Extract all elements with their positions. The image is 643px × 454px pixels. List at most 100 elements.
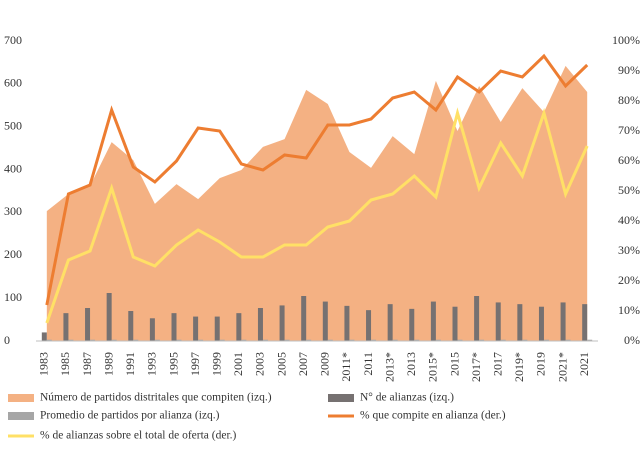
bar bbox=[154, 339, 160, 341]
bar bbox=[582, 304, 588, 341]
y2-tick-label: 80% bbox=[618, 93, 640, 107]
bar bbox=[306, 339, 312, 341]
bar bbox=[46, 339, 52, 341]
bar bbox=[301, 296, 307, 341]
y-tick-label: 500 bbox=[4, 118, 22, 132]
x-tick-label: 1995 bbox=[166, 352, 180, 376]
bar bbox=[262, 339, 268, 341]
y-tick-label: 700 bbox=[4, 33, 22, 47]
bar bbox=[414, 339, 420, 341]
bar bbox=[198, 339, 204, 341]
bar bbox=[392, 339, 398, 341]
y-tick-label: 100 bbox=[4, 290, 22, 304]
x-tick-label: 1993 bbox=[145, 352, 159, 376]
bar bbox=[387, 304, 393, 341]
y-tick-label: 400 bbox=[4, 161, 22, 175]
x-tick-label: 2007 bbox=[296, 352, 310, 376]
legend-swatch bbox=[8, 394, 34, 402]
bar bbox=[279, 305, 285, 341]
x-tick-label: 2015* bbox=[426, 352, 440, 382]
bar bbox=[560, 302, 566, 341]
bar bbox=[193, 316, 199, 341]
legend-label: % de alianzas sobre el total de oferta (… bbox=[40, 430, 237, 442]
y2-tick-label: 30% bbox=[618, 243, 640, 257]
x-tick-label: 2021 bbox=[577, 352, 591, 376]
x-tick-label: 1989 bbox=[101, 352, 115, 376]
bar bbox=[85, 308, 91, 341]
legend-swatch bbox=[328, 394, 354, 402]
bar bbox=[474, 296, 480, 341]
legend-label: N° de alianzas (izq.) bbox=[360, 392, 454, 404]
bar bbox=[214, 316, 220, 341]
x-tick-label: 2011 bbox=[361, 352, 375, 376]
y-tick-label: 300 bbox=[4, 204, 22, 218]
y2-tick-label: 70% bbox=[618, 123, 640, 137]
legend-label: Promedio de partidos por alianza (izq.) bbox=[40, 410, 220, 422]
legend: Número de partidos distritales que compi… bbox=[8, 392, 506, 442]
y2-tick-label: 100% bbox=[612, 33, 640, 47]
bar bbox=[284, 339, 290, 341]
bar bbox=[327, 339, 333, 341]
x-tick-label: 2005 bbox=[274, 352, 288, 376]
bar bbox=[241, 339, 247, 341]
x-tick-label: 2021* bbox=[555, 352, 569, 382]
x-tick-label: 2013* bbox=[382, 352, 396, 382]
bar bbox=[63, 313, 69, 341]
bar bbox=[435, 339, 441, 341]
bar bbox=[479, 339, 485, 341]
legend-label: Número de partidos distritales que compi… bbox=[40, 392, 272, 404]
x-tick-label: 1983 bbox=[37, 352, 51, 376]
line bbox=[45, 53, 589, 306]
bar bbox=[409, 308, 415, 341]
bar bbox=[495, 302, 501, 341]
x-tick-label: 2019* bbox=[512, 352, 526, 382]
area bbox=[46, 65, 588, 341]
y2-tick-label: 0% bbox=[624, 333, 640, 347]
bar bbox=[344, 305, 350, 341]
x-tick-label: 2001 bbox=[231, 352, 245, 376]
bar bbox=[500, 339, 506, 341]
bar bbox=[171, 313, 177, 341]
x-tick-label: 1999 bbox=[209, 352, 223, 376]
x-tick-label: 2019 bbox=[534, 352, 548, 376]
y-tick-label: 200 bbox=[4, 247, 22, 261]
x-tick-label: 2009 bbox=[318, 352, 332, 376]
bar bbox=[565, 339, 571, 341]
legend-swatch bbox=[8, 412, 34, 420]
line bbox=[45, 107, 589, 324]
y2-tick-label: 90% bbox=[618, 63, 640, 77]
bar bbox=[133, 339, 139, 341]
bar bbox=[371, 339, 377, 341]
bar bbox=[349, 339, 355, 341]
x-tick-label: 2011* bbox=[339, 352, 353, 382]
y2-tick-label: 20% bbox=[618, 273, 640, 287]
bar bbox=[149, 318, 155, 341]
x-tick-label: 1985 bbox=[58, 352, 72, 376]
bar bbox=[452, 306, 458, 341]
bar bbox=[538, 306, 544, 341]
bar bbox=[128, 311, 134, 341]
bar bbox=[430, 301, 436, 341]
y2-tick-label: 60% bbox=[618, 153, 640, 167]
bar bbox=[257, 308, 263, 341]
y2-tick-label: 10% bbox=[618, 303, 640, 317]
x-tick-label: 2013 bbox=[404, 352, 418, 376]
bar bbox=[322, 301, 328, 341]
bar bbox=[236, 313, 242, 341]
y2-tick-label: 40% bbox=[618, 213, 640, 227]
bar bbox=[522, 339, 528, 341]
y2-tick-label: 50% bbox=[618, 183, 640, 197]
x-tick-label: 2015 bbox=[447, 352, 461, 376]
x-tick-label: 1991 bbox=[123, 352, 137, 376]
bar bbox=[90, 339, 96, 341]
bar bbox=[587, 339, 593, 341]
bar bbox=[111, 339, 117, 341]
y-tick-label: 600 bbox=[4, 76, 22, 90]
bar bbox=[457, 339, 463, 341]
y-tick-label: 0 bbox=[4, 333, 10, 347]
bar bbox=[68, 339, 74, 341]
x-tick-label: 2017 bbox=[490, 352, 504, 376]
bar bbox=[366, 310, 372, 341]
bar bbox=[176, 339, 182, 341]
